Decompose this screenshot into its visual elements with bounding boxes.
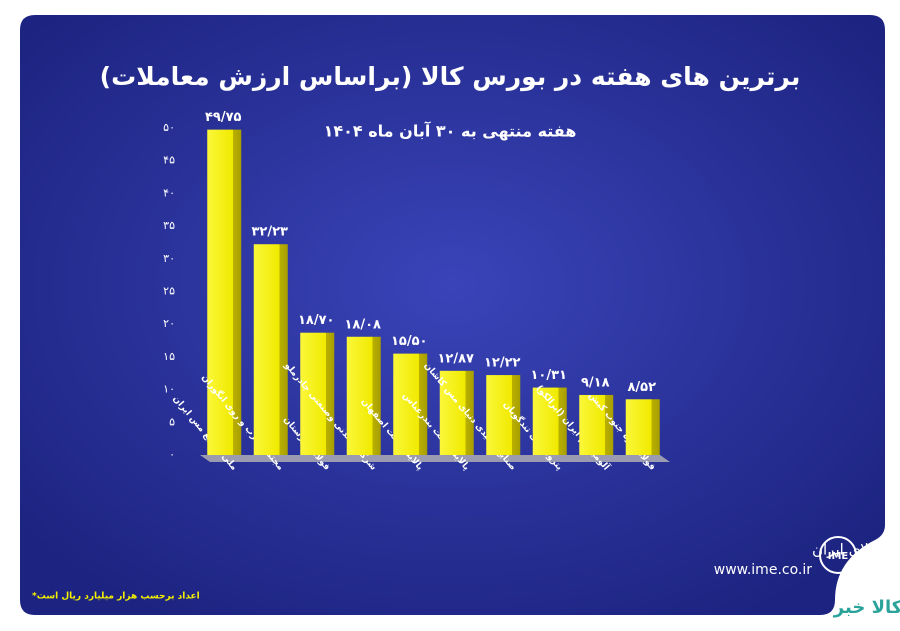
y-tick-label: ۴۰: [163, 186, 175, 199]
value-label: ۹/۱۸: [581, 375, 610, 390]
y-tick-label: ۴۵: [163, 154, 175, 167]
y-tick-label: ۰: [169, 448, 175, 461]
bar: [253, 244, 288, 455]
value-label: ۱۰/۳۱: [531, 368, 568, 383]
value-label: ۸/۵۲: [627, 380, 656, 395]
bar: [579, 394, 614, 455]
floor: [200, 455, 670, 462]
value-label: ۱۲/۸۷: [438, 351, 475, 366]
bar: [486, 375, 521, 455]
bar: [393, 353, 428, 455]
panel: [20, 15, 885, 615]
value-label: ۱۸/۰۸: [345, 317, 382, 332]
y-tick-label: ۳۵: [163, 219, 175, 232]
y-tick-label: ۲۵: [163, 285, 175, 298]
bar: [346, 336, 381, 455]
bar: [300, 332, 335, 455]
footnote: *اعداد برحسب هزار میلیارد ریال است: [32, 592, 200, 602]
website: www.ime.co.ir: [714, 562, 812, 578]
bar: [207, 129, 242, 455]
value-label: ۱۲/۲۲: [484, 356, 521, 371]
brand: کالا خبر: [833, 597, 900, 618]
y-tick-label: ۵۰: [163, 121, 175, 134]
value-label: ۱۸/۷۰: [298, 313, 335, 328]
y-tick-label: ۱۵: [163, 350, 175, 363]
value-label: ۳۲/۲۳: [252, 225, 289, 240]
y-tick-label: ۱۰: [163, 383, 175, 396]
y-tick-label: ۲۰: [163, 317, 175, 330]
value-label: ۴۹/۷۵: [205, 110, 242, 125]
chart-subtitle: هفته منتهی به ۳۰ آبان ماه ۱۴۰۴: [324, 121, 577, 141]
source: بورس کالای ایران: [812, 541, 900, 559]
y-tick-label: ۵: [169, 415, 175, 428]
value-label: ۱۵/۵۰: [391, 334, 428, 349]
logo: [819, 536, 857, 574]
logo-mark: IME: [828, 551, 849, 562]
bar: [532, 387, 567, 455]
y-tick-label: ۳۰: [163, 252, 175, 265]
bar: [439, 370, 474, 455]
chart-title: برترین های هفته در بورس کالا (براساس ارز…: [100, 62, 801, 92]
bar: [625, 399, 660, 455]
